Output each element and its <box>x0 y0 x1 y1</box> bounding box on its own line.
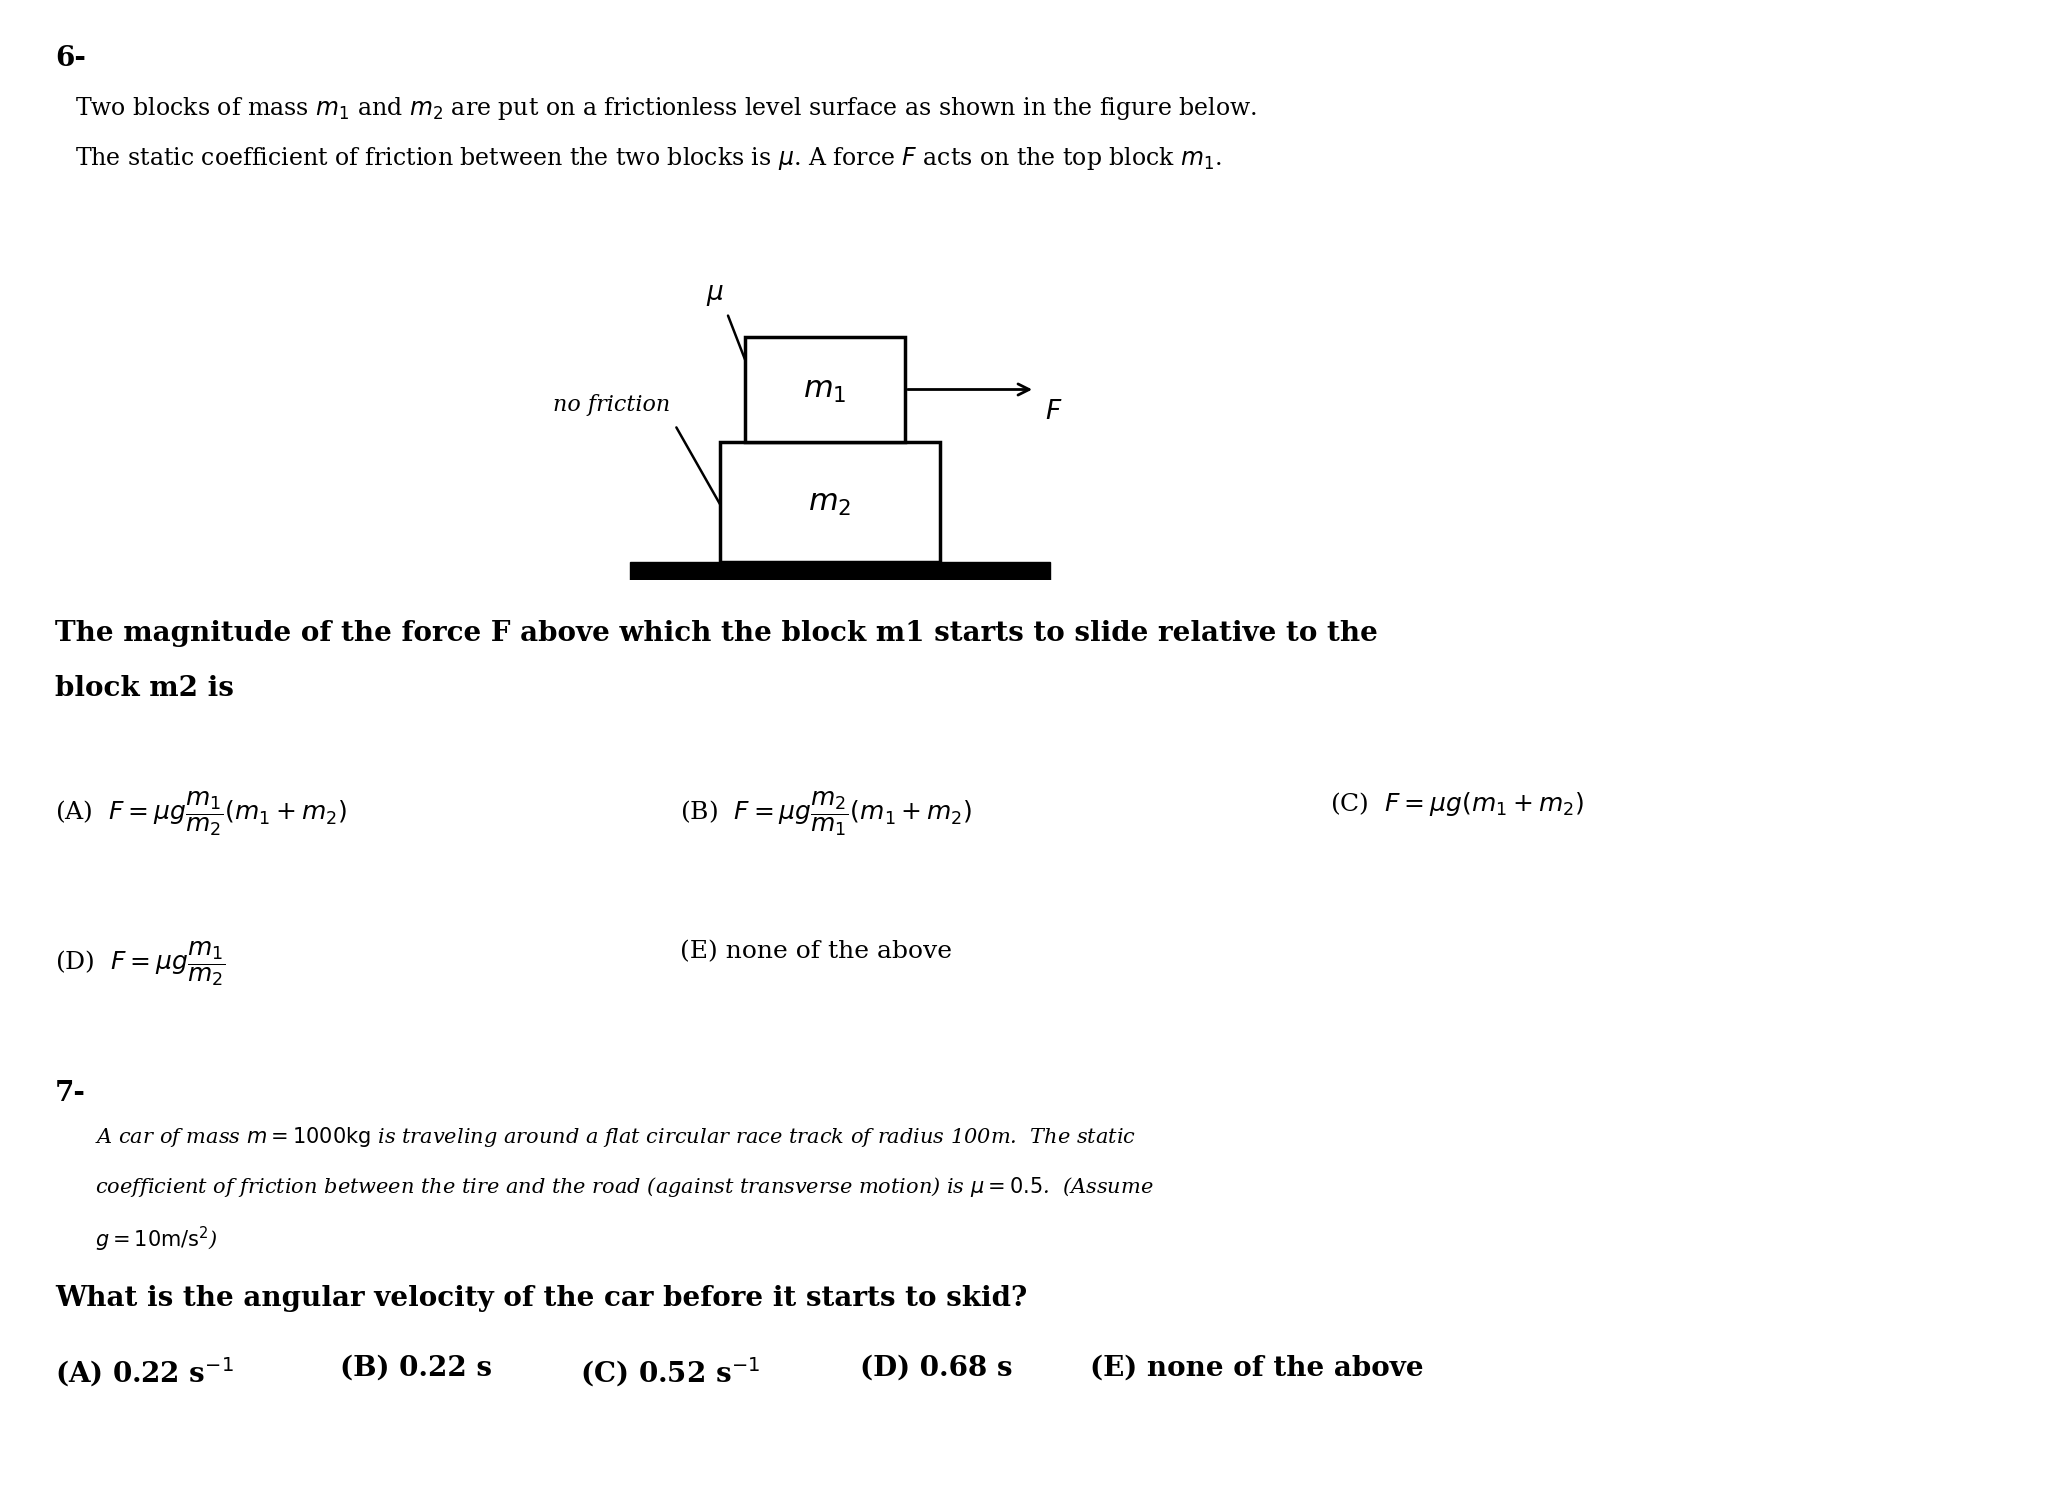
Text: $\mu$: $\mu$ <box>706 282 724 308</box>
Text: (B)  $F = \mu g\dfrac{m_2}{m_1}(m_1 + m_2)$: (B) $F = \mu g\dfrac{m_2}{m_1}(m_1 + m_2… <box>679 790 972 838</box>
Text: 6-: 6- <box>55 45 86 72</box>
Text: 7-: 7- <box>55 1080 86 1107</box>
Text: coefficient of friction between the tire and the road (against transverse motion: coefficient of friction between the tire… <box>94 1175 1154 1199</box>
Text: (A)  $F = \mu g\dfrac{m_1}{m_2}(m_1 + m_2)$: (A) $F = \mu g\dfrac{m_1}{m_2}(m_1 + m_2… <box>55 790 348 838</box>
Text: Two blocks of mass $m_1$ and $m_2$ are put on a frictionless level surface as sh: Two blocks of mass $m_1$ and $m_2$ are p… <box>76 95 1256 122</box>
Text: What is the angular velocity of the car before it starts to skid?: What is the angular velocity of the car … <box>55 1285 1027 1312</box>
Text: $m_2$: $m_2$ <box>808 486 851 518</box>
Bar <box>720 442 939 562</box>
Text: (C)  $F = \mu g(m_1 + m_2)$: (C) $F = \mu g(m_1 + m_2)$ <box>1330 790 1584 818</box>
Bar <box>745 337 904 442</box>
Text: The magnitude of the force F above which the block m1 starts to slide relative t: The magnitude of the force F above which… <box>55 621 1377 646</box>
Text: (A) 0.22 s$^{-1}$: (A) 0.22 s$^{-1}$ <box>55 1354 233 1389</box>
Text: no friction: no friction <box>552 394 669 415</box>
Text: The static coefficient of friction between the two blocks is $\mu$. A force $F$ : The static coefficient of friction betwe… <box>76 145 1221 172</box>
Text: (B) 0.22 s: (B) 0.22 s <box>340 1354 491 1382</box>
Text: (E) none of the above: (E) none of the above <box>679 941 951 963</box>
Bar <box>630 562 1050 580</box>
Text: (E) none of the above: (E) none of the above <box>1091 1354 1424 1382</box>
Text: (C) 0.52 s$^{-1}$: (C) 0.52 s$^{-1}$ <box>579 1354 759 1389</box>
Text: $g = 10\mathrm{m/s^2}$): $g = 10\mathrm{m/s^2}$) <box>94 1225 219 1255</box>
Text: block m2 is: block m2 is <box>55 675 233 702</box>
Text: A car of mass $m = 1000\mathrm{kg}$ is traveling around a flat circular race tra: A car of mass $m = 1000\mathrm{kg}$ is t… <box>94 1125 1136 1149</box>
Text: $F$: $F$ <box>1046 399 1062 424</box>
Text: $m_1$: $m_1$ <box>804 374 847 405</box>
Text: (D)  $F = \mu g\dfrac{m_1}{m_2}$: (D) $F = \mu g\dfrac{m_1}{m_2}$ <box>55 941 225 988</box>
Text: (D) 0.68 s: (D) 0.68 s <box>859 1354 1013 1382</box>
